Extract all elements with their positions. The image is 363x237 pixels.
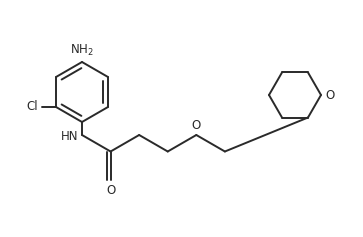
- Text: O: O: [106, 184, 115, 197]
- Text: Cl: Cl: [26, 100, 38, 114]
- Text: HN: HN: [61, 129, 78, 142]
- Text: O: O: [325, 88, 334, 101]
- Text: NH$_2$: NH$_2$: [70, 43, 94, 58]
- Text: O: O: [192, 119, 201, 132]
